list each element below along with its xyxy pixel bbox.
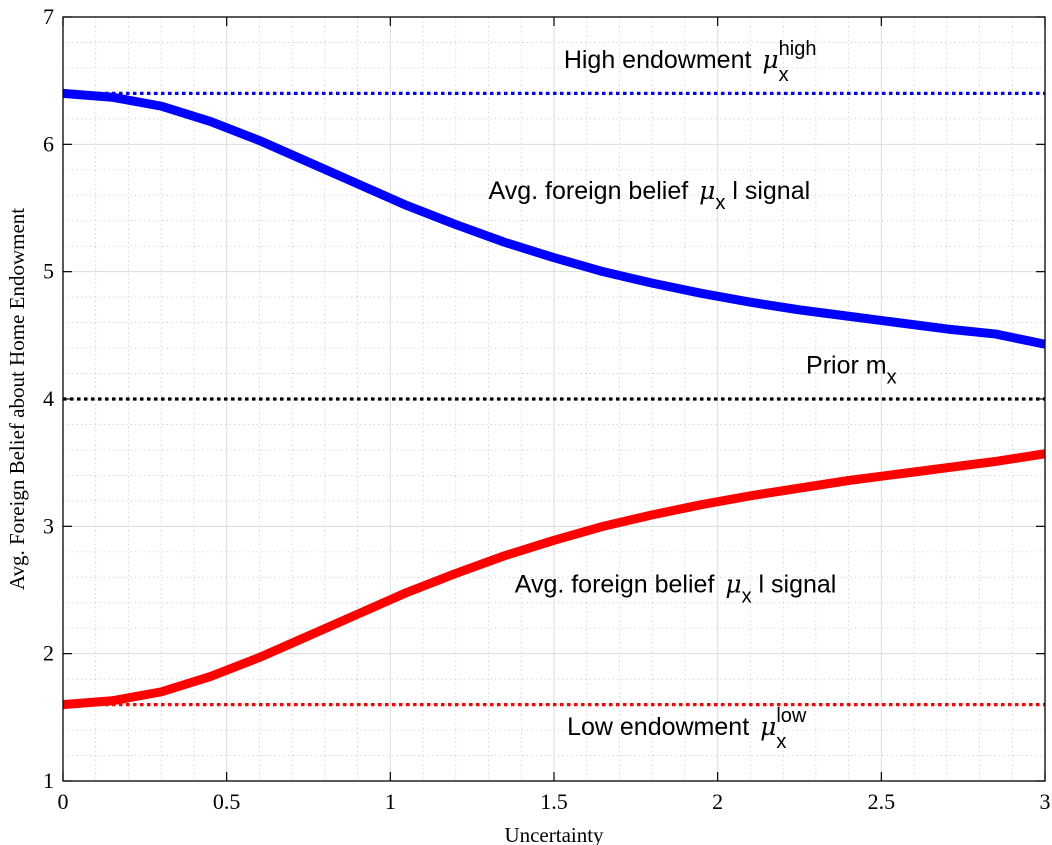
- annotation-subscript: x: [715, 192, 725, 214]
- y-tick-label: 3: [43, 513, 54, 538]
- x-tick-label: 0: [58, 789, 69, 814]
- y-tick-label: 2: [43, 641, 54, 666]
- y-tick-label: 7: [43, 4, 54, 29]
- annotation-symbol: μ: [699, 176, 715, 205]
- annotation-text: Prior m: [806, 352, 887, 380]
- series-line-0: [62, 88, 1046, 349]
- x-tick-label: 0.5: [213, 789, 241, 814]
- y-tick-label: 1: [43, 768, 54, 793]
- y-tick-label: 5: [43, 259, 54, 284]
- annotation-text: Avg. foreign belief: [489, 177, 696, 205]
- x-axis-title: Uncertainty: [504, 823, 604, 845]
- annotation-text: Low endowment: [567, 713, 756, 741]
- x-tick-label: 1: [385, 789, 396, 814]
- annotation-symbol: μ: [762, 45, 778, 74]
- x-tick-label: 3: [1040, 789, 1051, 814]
- series-layer: [62, 88, 1046, 710]
- annotation-2: Prior mx: [806, 352, 897, 389]
- annotation-4: Low endowment μlow x: [567, 705, 807, 753]
- annotation-subscript: x: [742, 586, 752, 608]
- ticks: [62, 16, 1046, 782]
- series-line-1: [62, 449, 1046, 710]
- annotation-subscript: x: [779, 64, 789, 86]
- annotation-superscript: high: [779, 38, 817, 60]
- annotation-suffix: l signal: [725, 177, 810, 205]
- annotation-symbol: μ: [760, 712, 776, 741]
- annotation-superscript: low: [776, 705, 807, 727]
- annotation-text: Avg. foreign belief: [515, 571, 722, 599]
- y-tick-label: 6: [43, 131, 54, 156]
- y-tick-label: 4: [43, 386, 54, 411]
- annotation-text: High endowment: [564, 46, 759, 74]
- x-tick-label: 2.5: [868, 789, 896, 814]
- x-tick-label: 1.5: [540, 789, 568, 814]
- annotation-1: Avg. foreign belief μx l signal: [489, 176, 811, 214]
- annotation-subscript: x: [776, 731, 786, 753]
- x-tick-label: 2: [712, 789, 723, 814]
- annotation-3: Avg. foreign belief μx l signal: [515, 570, 837, 608]
- annotation-subscript: x: [887, 367, 897, 389]
- tick-labels: 0 0.5 1 1.5 2 2.5 3 1 2 3 4 5 6 7: [43, 4, 1051, 814]
- annotation-0: High endowment μhigh x: [564, 38, 817, 86]
- annotation-symbol: μ: [725, 570, 741, 599]
- y-axis-title: Avg. Foreign Belief about Home Endowment: [5, 208, 29, 590]
- annotation-suffix: l signal: [752, 571, 837, 599]
